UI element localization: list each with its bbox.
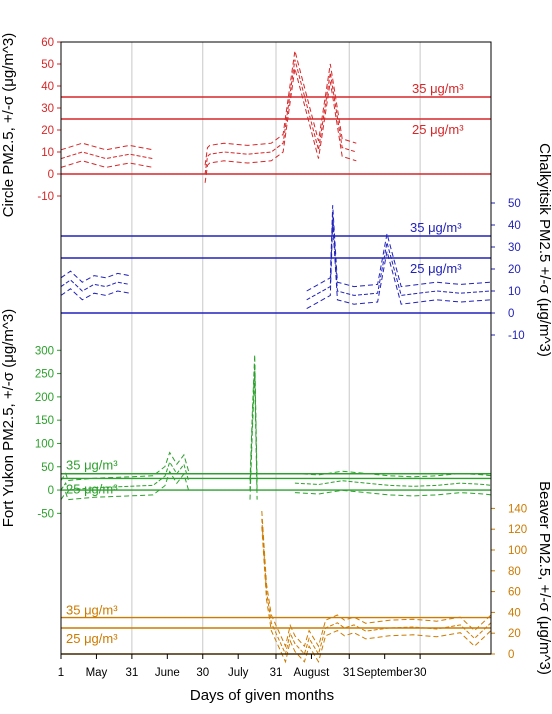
threshold-label: 25 μg/m³ (410, 261, 462, 276)
sigma-envelope-line (60, 373, 492, 501)
y-tick-label: 140 (508, 503, 527, 515)
sigma-envelope-line (60, 205, 492, 292)
threshold-label: 25 μg/m³ (66, 481, 118, 496)
y-tick-label: 100 (35, 438, 54, 450)
month-gridlines (131, 42, 421, 654)
fort-yukon-panel: 300 250 200 150 100 50 0 -50 35 μg/m³ 25 μg/m³ For… (0, 309, 492, 528)
y-tick-label: 20 (508, 264, 521, 276)
y-tick-label: 80 (508, 566, 521, 578)
y-tick-label: 50 (508, 198, 521, 210)
beaver-panel: 140 120 100 80 60 40 20 0 35 μg/m³ 25 μg/m³ Beaver… (61, 481, 552, 675)
y-tick-label: -10 (37, 191, 54, 203)
y-tick-label: 30 (41, 103, 54, 115)
x-tick-label: July (228, 667, 249, 679)
y-tick-label: 20 (508, 628, 521, 640)
y-tick-label: 0 (508, 308, 514, 320)
threshold-label: 35 μg/m³ (412, 81, 464, 96)
x-tick-label: September (357, 667, 413, 679)
sigma-envelope-line (261, 526, 492, 664)
y-axis-label: Fort Yukon PM2.5, +/-σ (μg/m^3) (0, 309, 17, 528)
y-tick-label: 50 (41, 462, 54, 474)
y-tick-label: 10 (41, 147, 54, 159)
y-tick-label: 300 (35, 345, 54, 357)
y-tick-label: 100 (508, 545, 527, 557)
y-tick-label: 0 (48, 485, 54, 497)
y-tick-label: 0 (508, 649, 514, 661)
threshold-label: 25 μg/m³ (412, 122, 464, 137)
sigma-envelope-line (60, 222, 492, 310)
x-tick-label: 1 (58, 667, 64, 679)
y-tick-label: -50 (37, 508, 54, 520)
threshold-label: 35 μg/m³ (66, 458, 118, 473)
y-tick-label: 0 (48, 169, 54, 181)
series-line (261, 518, 492, 656)
y-tick-label: 10 (508, 286, 521, 298)
y-tick-label: 60 (41, 37, 54, 49)
x-tick-label: June (155, 667, 180, 679)
x-axis-label: Days of given months (190, 687, 334, 704)
y-tick-label: 250 (35, 369, 54, 381)
y-tick-label: 50 (41, 59, 54, 71)
threshold-label: 35 μg/m³ (410, 220, 462, 235)
y-tick-label: -10 (508, 330, 525, 342)
y-axis-label: Circle PM2.5, +/-σ (μg/m^3) (0, 33, 17, 218)
y-tick-label: 40 (41, 81, 54, 93)
y-axis-label: Chalkyitsik PM2.5 +/-σ (μg/m^3) (536, 143, 552, 357)
y-tick-label: 60 (508, 587, 521, 599)
y-tick-label: 200 (35, 392, 54, 404)
x-tick-label: 31 (125, 667, 138, 679)
x-tick-label: May (86, 667, 108, 679)
y-tick-label: 40 (508, 607, 521, 619)
sigma-envelope-line (60, 50, 357, 166)
y-tick-label: 150 (35, 415, 54, 427)
x-tick-label: 30 (414, 667, 427, 679)
y-tick-label: 20 (41, 125, 54, 137)
y-axis-label: Beaver PM2.5, +/-σ (μg/m^3) (536, 481, 552, 675)
x-tick-label: August (294, 667, 331, 679)
y-tick-label: 120 (508, 524, 527, 536)
chalkyitsik-panel: 50 40 30 20 10 0 -10 35 μg/m³ 25 μg/m³ Chalkyitsi… (60, 143, 552, 357)
threshold-label: 35 μg/m³ (66, 603, 118, 618)
series-line (60, 59, 357, 175)
x-tick-label: 31 (343, 667, 356, 679)
sigma-envelope-line (60, 68, 357, 183)
x-tick-label: 31 (270, 667, 283, 679)
sigma-envelope-line (261, 510, 492, 648)
y-tick-label: 30 (508, 242, 521, 254)
x-axis-ticks: 1 May 31 June 30 July 31 August 31 September 30 (58, 654, 427, 679)
threshold-label: 25 μg/m³ (66, 631, 118, 646)
series-line (60, 213, 492, 301)
x-tick-label: 30 (196, 667, 209, 679)
circle-panel: 60 50 40 30 20 10 0 -10 35 μg/m³ 25 μg/m³ Circle P… (0, 33, 491, 218)
y-tick-label: 40 (508, 220, 521, 232)
